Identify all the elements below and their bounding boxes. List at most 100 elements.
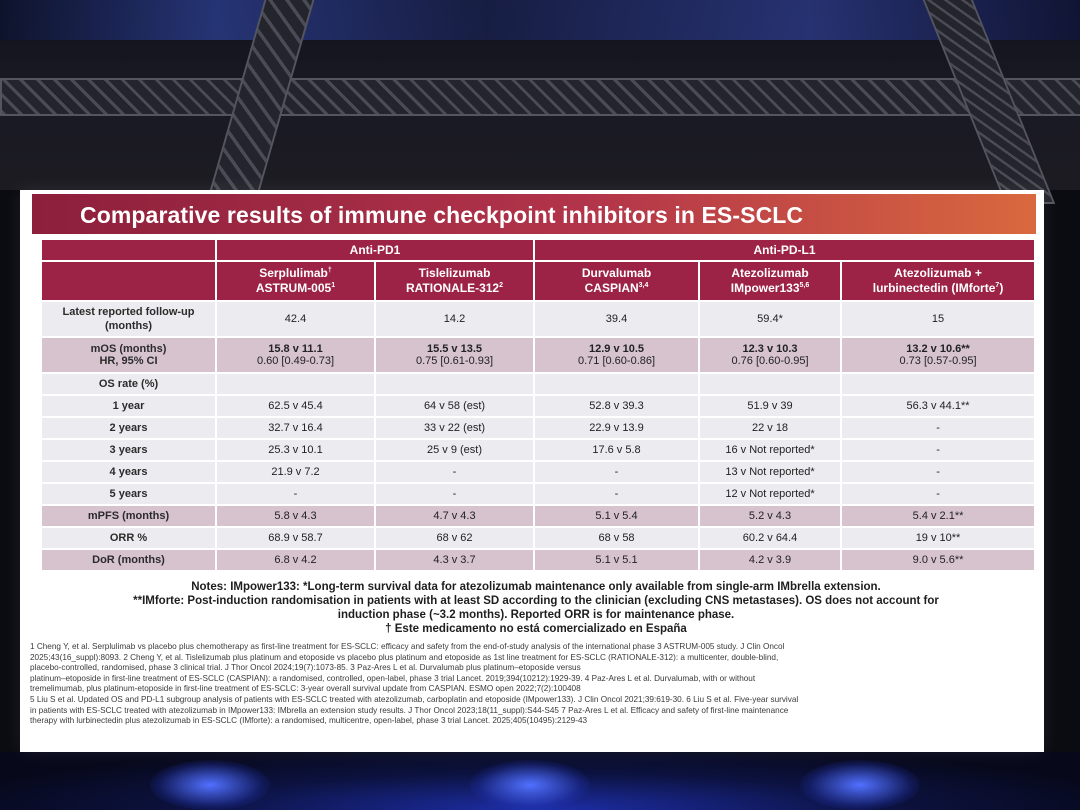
slide-title: Comparative results of immune checkpoint…	[80, 202, 804, 228]
row-label: Latest reported follow-up (months)	[42, 302, 215, 336]
row-label-line: HR, 95% CI	[99, 355, 158, 367]
table-cell: 6.8 v 4.2	[217, 550, 374, 570]
reference-line: platinum–etoposide in first-line treatme…	[30, 673, 756, 683]
floor-spotlight	[800, 760, 920, 810]
row-label: DoR (months)	[42, 550, 215, 570]
table-cell	[700, 374, 841, 394]
reference-marker: 1	[331, 282, 336, 289]
lighting-truss	[0, 78, 1080, 116]
table-row-mpfs: mPFS (months) 5.8 v 4.3 4.7 v 4.3 5.1 v …	[42, 506, 1035, 526]
table-cell	[842, 374, 1035, 394]
row-label: OS rate (%)	[42, 374, 215, 394]
table-row-5-years: 5 years - - - 12 v Not reported* -	[42, 484, 1035, 504]
drug-header-durvalumab: Durvalumab CASPIAN3,4	[535, 262, 699, 300]
table-cell: 64 v 58 (est)	[376, 396, 534, 416]
row-label: ORR %	[42, 528, 215, 548]
mos-value: 15.5 v 13.5	[426, 343, 483, 355]
hr-value: 0.75 [0.61-0.93]	[415, 355, 494, 367]
trial-name: IMpower133	[730, 281, 800, 295]
table-cell: 5.2 v 4.3	[700, 506, 841, 526]
hr-value: 0.71 [0.60-0.86]	[577, 355, 656, 367]
table-row-2-years: 2 years 32.7 v 16.4 33 v 22 (est) 22.9 v…	[42, 418, 1035, 438]
references: 1 Cheng Y, et al. Serplulimab vs placebo…	[30, 642, 1040, 727]
table-cell: 68 v 58	[535, 528, 699, 548]
slide-notes: Notes: IMpower133: *Long-term survival d…	[40, 580, 1032, 636]
reference-line: placebo-controlled, randomised, phase 3 …	[30, 663, 581, 673]
table-cell: 15.8 v 11.1 0.60 [0.49-0.73]	[217, 338, 374, 372]
drug-header-tislelizumab: Tislelizumab RATIONALE-3122	[376, 262, 534, 300]
row-label-line: mOS (months)	[90, 343, 167, 355]
table-cell: 59.4*	[700, 302, 841, 336]
table-cell: 16 v Not reported*	[700, 440, 841, 460]
reference-line: 2025;43(16_suppl):8093. 2 Cheng Y, et al…	[30, 652, 779, 662]
hr-value: 0.76 [0.60-0.95]	[731, 355, 809, 367]
table-cell: 68 v 62	[376, 528, 534, 548]
note-line: Notes: IMpower133: *Long-term survival d…	[191, 581, 881, 593]
table-cell: 56.3 v 44.1**	[842, 396, 1035, 416]
table-cell: 4.2 v 3.9	[700, 550, 841, 570]
table-cell: 5.1 v 5.1	[535, 550, 699, 570]
mos-value: 15.8 v 11.1	[268, 343, 323, 355]
trial-name: ASTRUM-005	[255, 281, 332, 295]
comparison-table: Anti-PD1 Anti-PD-L1 Serplulimab† ASTRUM-…	[40, 238, 1036, 572]
reference-line: tremelimumab, plus platinum-etoposide in…	[30, 684, 581, 694]
table-cell: 15.5 v 13.5 0.75 [0.61-0.93]	[376, 338, 534, 372]
reference-line: in patients with ES-SCLC treated with at…	[30, 705, 789, 715]
drug-name: Tislelizumab	[418, 266, 491, 280]
table-cell	[535, 374, 699, 394]
table-cell: 62.5 v 45.4	[217, 396, 374, 416]
table-cell: 4.7 v 4.3	[376, 506, 534, 526]
table-cell: 22.9 v 13.9	[535, 418, 699, 438]
reference-line: 5 Liu S et al. Updated OS and PD-L1 subg…	[30, 694, 799, 704]
table-cell: 25.3 v 10.1	[217, 440, 374, 460]
mos-value: 13.2 v 10.6**	[906, 343, 970, 355]
table-cell: -	[842, 484, 1035, 504]
table-cell: 12 v Not reported*	[700, 484, 841, 504]
table-cell	[376, 374, 534, 394]
reference-marker: 5,6	[799, 282, 810, 289]
table-cell: 60.2 v 64.4	[700, 528, 841, 548]
table-cell: -	[842, 418, 1035, 438]
table-row-1-year: 1 year 62.5 v 45.4 64 v 58 (est) 52.8 v …	[42, 396, 1035, 416]
table-row-3-years: 3 years 25.3 v 10.1 25 v 9 (est) 17.6 v …	[42, 440, 1035, 460]
table-cell: -	[842, 440, 1035, 460]
table-cell: 12.3 v 10.3 0.76 [0.60-0.95]	[700, 338, 841, 372]
table-cell: 13 v Not reported*	[700, 462, 841, 482]
drug-header-atezolizumab-lurbinectedin: Atezolizumab + lurbinectedin (IMforte7)	[842, 262, 1035, 300]
trial-name: RATIONALE-312	[405, 281, 500, 295]
table-cell: -	[842, 462, 1035, 482]
table-cell: 33 v 22 (est)	[376, 418, 534, 438]
note-line: **IMforte: Post-induction randomisation …	[133, 595, 939, 607]
table-cell: 14.2	[376, 302, 534, 336]
floor-spotlight	[470, 760, 590, 810]
drug-name: Atezolizumab	[731, 266, 809, 280]
table-cell: 19 v 10**	[842, 528, 1035, 548]
table-cell: -	[535, 462, 699, 482]
table-cell: -	[376, 462, 534, 482]
table-cell: 51.9 v 39	[700, 396, 841, 416]
table-cell: 32.7 v 16.4	[217, 418, 374, 438]
drug-header-serplulimab: Serplulimab† ASTRUM-0051	[217, 262, 374, 300]
table-cell: 15	[842, 302, 1035, 336]
table-row-followup: Latest reported follow-up (months) 42.4 …	[42, 302, 1035, 336]
mos-value: 12.3 v 10.3	[742, 343, 798, 355]
row-label: 2 years	[42, 418, 215, 438]
table-cell: 52.8 v 39.3	[535, 396, 699, 416]
group-header-anti-pd-l1: Anti-PD-L1	[535, 240, 1035, 260]
table-row-4-years: 4 years 21.9 v 7.2 - - 13 v Not reported…	[42, 462, 1035, 482]
drug-header-atezolizumab: Atezolizumab IMpower1335,6	[700, 262, 841, 300]
table-cell: 68.9 v 58.7	[217, 528, 374, 548]
hr-value: 0.60 [0.49-0.73]	[256, 355, 335, 367]
projection-screen: Comparative results of immune checkpoint…	[20, 190, 1044, 752]
table-cell: 17.6 v 5.8	[535, 440, 699, 460]
row-label: 5 years	[42, 484, 215, 504]
table-cell: 25 v 9 (est)	[376, 440, 534, 460]
reference-marker: 2	[499, 282, 504, 289]
drug-header-row: Serplulimab† ASTRUM-0051 Tislelizumab RA…	[42, 262, 1035, 300]
table-cell: 5.1 v 5.4	[535, 506, 699, 526]
row-label: 1 year	[42, 396, 215, 416]
note-line: † Este medicamento no está comercializad…	[385, 623, 687, 635]
table-cell: 39.4	[535, 302, 699, 336]
header-corner	[42, 240, 215, 260]
title-bar: Comparative results of immune checkpoint…	[32, 194, 1036, 234]
